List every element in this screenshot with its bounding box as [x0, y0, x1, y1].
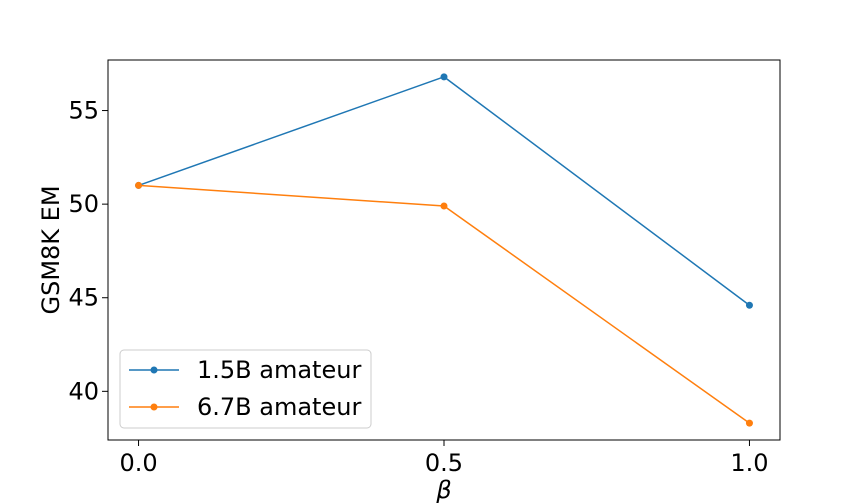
series-2-point	[135, 181, 143, 189]
y-tick-label: 50	[68, 190, 99, 218]
x-tick-label: 0.5	[425, 449, 463, 477]
legend: 1.5B amateur 6.7B amateur	[119, 349, 372, 429]
y-axis-label: GSM8K EM	[37, 185, 65, 314]
series-1-point	[440, 73, 448, 81]
x-axis-ticks: 0.0 0.5 1.0	[119, 440, 769, 477]
series-2-point	[440, 202, 448, 210]
x-axis-label: β	[435, 476, 451, 504]
x-tick-label: 1.0	[730, 449, 768, 477]
y-tick-label: 40	[68, 377, 99, 405]
legend-frame	[119, 349, 372, 429]
series-1-point	[745, 301, 753, 309]
legend-swatch-marker	[150, 366, 158, 374]
y-tick-label: 55	[68, 97, 99, 125]
x-tick-label: 0.0	[119, 449, 157, 477]
series-layer	[135, 73, 753, 427]
legend-label: 1.5B amateur	[197, 356, 361, 384]
legend-label: 6.7B amateur	[197, 393, 361, 421]
series-2-point	[745, 419, 753, 427]
y-axis-ticks: 40 45 50 55	[68, 97, 108, 405]
legend-swatch-marker	[150, 403, 158, 411]
y-tick-label: 45	[68, 284, 99, 312]
